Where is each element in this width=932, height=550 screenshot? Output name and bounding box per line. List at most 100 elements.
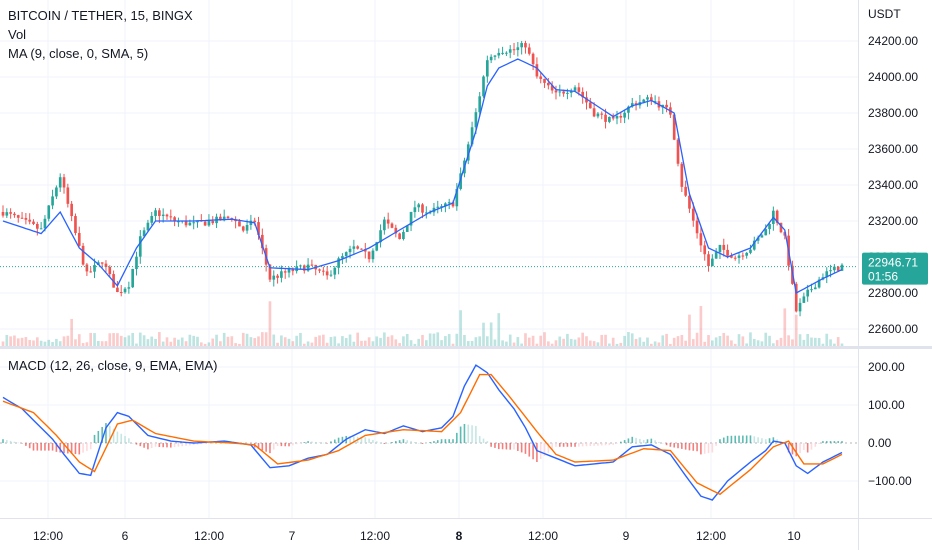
volume-bar: [142, 335, 146, 346]
candle-body: [440, 206, 443, 208]
price-tick-label: 22800.00: [868, 286, 918, 300]
candle-body: [363, 249, 367, 252]
ma-legend[interactable]: MA (9, close, 0, SMA, 5): [8, 46, 149, 61]
volume-bar: [287, 338, 291, 346]
candle-body: [699, 233, 703, 246]
candle-body: [573, 87, 577, 91]
macd-histogram-bar: [364, 437, 367, 443]
candle-body: [672, 114, 676, 140]
candle-body: [219, 216, 222, 221]
volume-bar: [432, 333, 436, 346]
candle-body: [741, 255, 745, 257]
candle-body: [802, 296, 806, 303]
volume-bar: [394, 339, 398, 346]
volume-bar: [203, 343, 207, 346]
macd-histogram-bar: [204, 443, 206, 444]
volume-bar: [264, 332, 268, 346]
candle-body: [825, 271, 829, 278]
macd-histogram-bar: [128, 438, 130, 443]
candle-body: [341, 256, 344, 259]
macd-histogram-bar: [105, 423, 107, 443]
macd-histogram-bar: [597, 443, 599, 446]
candle-body: [158, 210, 161, 216]
macd-histogram-bar: [181, 443, 184, 447]
candle-body: [379, 230, 382, 243]
macd-histogram-bar: [261, 443, 264, 451]
candle-body: [169, 216, 173, 218]
macd-histogram-bar: [246, 443, 248, 444]
macd-histogram-bar: [59, 443, 62, 453]
macd-histogram-bar: [536, 443, 538, 462]
macd-histogram-bar: [410, 441, 412, 443]
candle-body: [211, 220, 215, 224]
candle-body: [302, 265, 306, 271]
volume-bar: [512, 342, 516, 346]
candle-body: [718, 244, 722, 253]
time-axis[interactable]: 12:00 6 12:00 7 12:00 8 12:00 9 12:00 10: [33, 529, 801, 543]
macd-histogram-bar: [311, 441, 313, 443]
candle-body: [512, 49, 516, 51]
macd-histogram-bar: [166, 443, 168, 448]
price-axis[interactable]: USDT 24200.00 24000.00 23800.00 23600.00 2340…: [868, 7, 918, 336]
candle-body: [161, 214, 165, 216]
volume-bar: [409, 340, 413, 346]
macd-histogram-bar: [681, 443, 683, 449]
macd-histogram-bar: [417, 443, 420, 444]
candle-body: [760, 235, 764, 238]
candle-body: [752, 240, 756, 250]
candle-body: [184, 220, 188, 226]
volume-bar: [291, 341, 295, 346]
candle-body: [89, 271, 93, 273]
candle-body: [516, 47, 520, 51]
macd-histogram-bar: [517, 443, 519, 451]
candle-body: [711, 258, 714, 267]
candle-body: [649, 97, 653, 102]
candle-body: [714, 252, 718, 259]
macd-histogram-bar: [543, 443, 546, 456]
signal-line: [2, 373, 843, 496]
macd-histogram-bar: [32, 443, 35, 451]
macd-histogram-bar: [28, 443, 31, 449]
volume-bar: [680, 334, 684, 346]
volume-bar: [66, 335, 70, 346]
macd-histogram-bar: [120, 433, 123, 443]
macd-histogram-bar: [131, 443, 134, 444]
macd-histogram-bar: [787, 443, 790, 453]
macd-histogram-bar: [810, 443, 813, 450]
macd-legend-wrap: MACD (12, 26, close, 9, EMA, EMA): [8, 356, 218, 375]
candle-body: [592, 108, 596, 117]
candle-body: [24, 217, 28, 220]
macd-histogram-bar: [757, 437, 759, 443]
volume-bar: [547, 341, 550, 346]
candle-body: [329, 274, 333, 276]
candle-body: [493, 55, 497, 57]
candle-body: [726, 249, 729, 256]
volume-bar: [302, 343, 306, 346]
macd-histogram-bar: [200, 443, 203, 445]
volume-bar: [760, 341, 764, 346]
candle-body: [497, 52, 501, 56]
candle-body: [165, 214, 169, 217]
candle-body: [360, 248, 363, 250]
macd-histogram-bar: [112, 428, 115, 443]
macd-legend[interactable]: MACD (12, 26, close, 9, EMA, EMA): [8, 358, 218, 373]
macd-tick-label: 200.00: [868, 360, 905, 374]
volume-bar: [413, 343, 417, 346]
volume-bar: [615, 343, 619, 346]
macd-histogram-bar: [284, 443, 287, 447]
macd-layer: [0, 364, 858, 501]
macd-histogram-bar: [44, 443, 46, 451]
macd-axis[interactable]: 200.00 100.00 0.00 −100.00: [868, 360, 912, 488]
volume-bar: [295, 335, 298, 346]
macd-histogram-bar: [395, 441, 397, 443]
vol-legend[interactable]: Vol: [8, 27, 27, 42]
volume-bar: [600, 334, 604, 346]
price-tick-label: 22600.00: [868, 322, 918, 336]
volume-bar: [455, 333, 459, 346]
candle-body: [783, 232, 787, 236]
symbol-title[interactable]: BITCOIN / TETHER, 15, BINGX: [8, 8, 193, 23]
macd-histogram-bar: [318, 442, 321, 443]
